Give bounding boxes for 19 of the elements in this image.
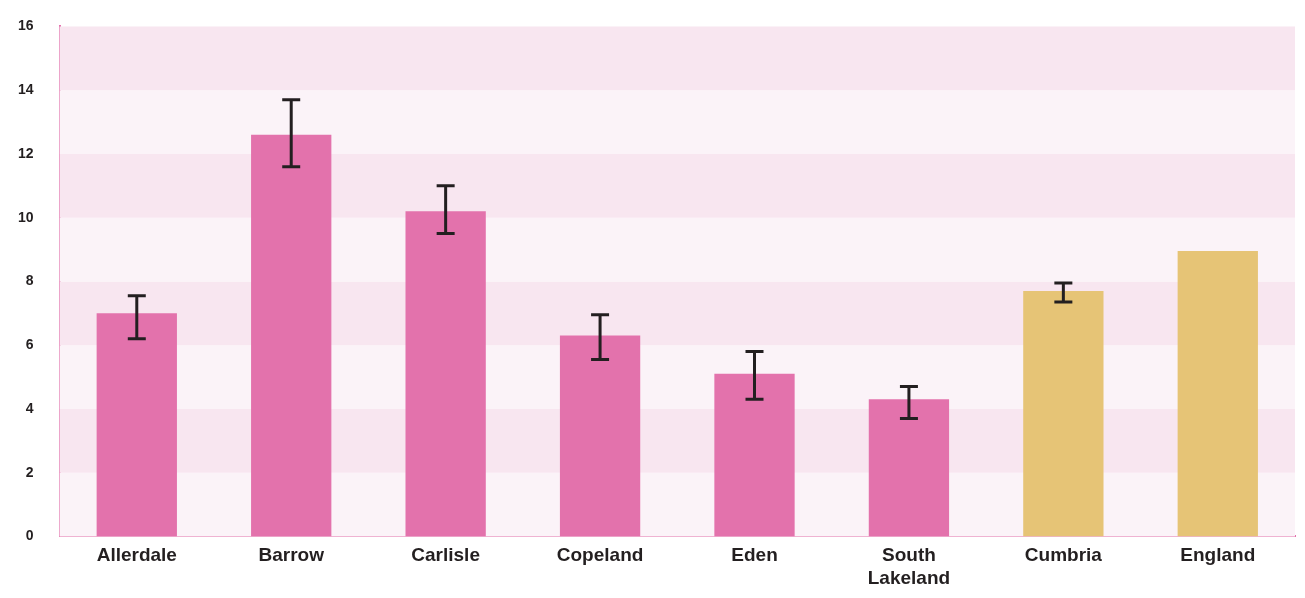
x-tick-label: Allerdale (96, 544, 177, 566)
x-tick-label: South Lakeland (867, 544, 951, 588)
y-tick-label: 14 (17, 81, 34, 98)
x-tick-label: Carlisle (411, 544, 480, 566)
y-tick-label: 4 (25, 399, 34, 416)
y-tick-label: 12 (17, 144, 34, 161)
x-tick-label: Copeland (556, 544, 644, 566)
x-tick-label: Eden (731, 544, 778, 566)
y-tick-label: 6 (25, 336, 34, 353)
x-tick-label: England (1180, 544, 1256, 566)
bar (1023, 290, 1104, 537)
y-tick-label: 8 (25, 272, 34, 289)
y-tick-label: 2 (25, 463, 34, 480)
y-tick-label: 10 (17, 208, 34, 225)
x-tick-label: Cumbria (1024, 544, 1103, 566)
y-tick-label: 16 (17, 17, 34, 34)
x-tick-label: Barrow (258, 544, 325, 566)
bar (1177, 251, 1258, 537)
y-tick-label: 0 (25, 527, 34, 544)
